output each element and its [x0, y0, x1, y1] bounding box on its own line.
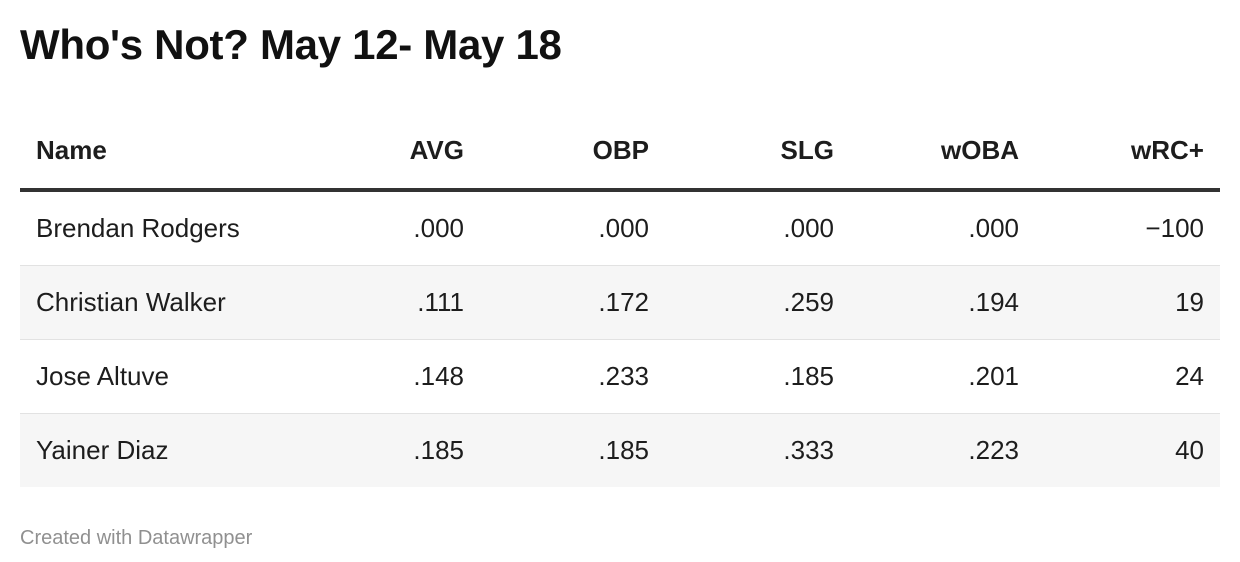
cell-name: Yainer Diaz: [20, 413, 295, 487]
footer-credit[interactable]: Created with Datawrapper: [20, 527, 253, 549]
chart-container: Who's Not? May 12- May 18 Name AVG OBP S…: [20, 21, 1220, 549]
column-header-name[interactable]: Name: [20, 114, 295, 192]
table-row: Brendan Rodgers .000 .000 .000 .000 −100: [20, 190, 1220, 266]
table-row: Jose Altuve .148 .233 .185 .201 24: [20, 339, 1220, 414]
cell-slg: .185: [665, 339, 850, 414]
cell-name: Jose Altuve: [20, 339, 295, 414]
cell-wrc-plus: −100: [1035, 190, 1220, 266]
column-header-avg[interactable]: AVG: [295, 114, 480, 192]
cell-woba: .000: [850, 190, 1035, 266]
cell-obp: .185: [480, 413, 665, 487]
cell-avg: .185: [295, 413, 480, 487]
column-header-slg[interactable]: SLG: [665, 114, 850, 192]
cell-obp: .000: [480, 190, 665, 266]
cell-slg: .000: [665, 190, 850, 266]
table-row: Christian Walker .111 .172 .259 .194 19: [20, 265, 1220, 340]
table-header-row: Name AVG OBP SLG wOBA wRC+: [20, 114, 1220, 192]
cell-avg: .148: [295, 339, 480, 414]
cell-wrc-plus: 40: [1035, 413, 1220, 487]
cell-woba: .201: [850, 339, 1035, 414]
cell-name: Christian Walker: [20, 265, 295, 340]
page-title: Who's Not? May 12- May 18: [20, 21, 562, 68]
cell-woba: .194: [850, 265, 1035, 340]
cell-avg: .000: [295, 190, 480, 266]
cell-obp: .233: [480, 339, 665, 414]
table-row: Yainer Diaz .185 .185 .333 .223 40: [20, 413, 1220, 487]
cell-slg: .259: [665, 265, 850, 340]
cell-wrc-plus: 24: [1035, 339, 1220, 414]
cell-slg: .333: [665, 413, 850, 487]
column-header-wrc-plus[interactable]: wRC+: [1035, 114, 1220, 192]
cell-wrc-plus: 19: [1035, 265, 1220, 340]
cell-woba: .223: [850, 413, 1035, 487]
cell-avg: .111: [295, 265, 480, 340]
cell-name: Brendan Rodgers: [20, 190, 295, 266]
stats-table: Name AVG OBP SLG wOBA wRC+ Brendan Rodge…: [20, 114, 1220, 487]
column-header-woba[interactable]: wOBA: [850, 114, 1035, 192]
column-header-obp[interactable]: OBP: [480, 114, 665, 192]
cell-obp: .172: [480, 265, 665, 340]
